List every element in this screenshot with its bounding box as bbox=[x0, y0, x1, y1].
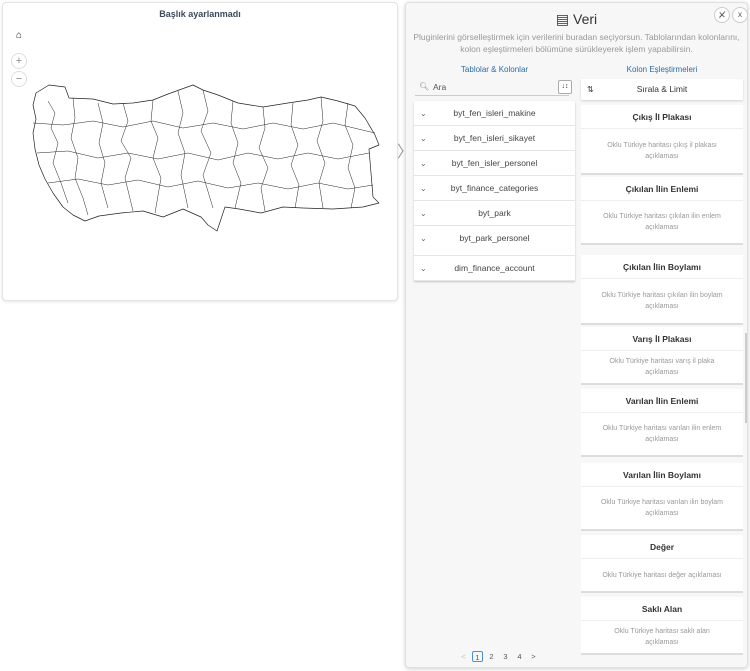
panel-toggle-handle[interactable]: 〉 bbox=[397, 138, 413, 168]
mapping-title: Varış İl Plakası bbox=[581, 327, 743, 351]
mapping-desc: Oklu Türkiye haritası varılan ilin boyla… bbox=[600, 499, 724, 517]
zoom-in-button[interactable]: + bbox=[11, 53, 27, 69]
mapping-card[interactable]: Çıkılan İlin Boylamı Oklu Türkiye haritas… bbox=[581, 255, 743, 325]
close-button[interactable]: x bbox=[732, 7, 748, 23]
chevron-down-icon: ⌄ bbox=[420, 134, 427, 143]
table-item[interactable]: ⌄ byt_park_personel bbox=[414, 226, 575, 256]
chevron-down-icon: ⌄ bbox=[420, 109, 427, 118]
mapping-title: Saklı Alan bbox=[581, 597, 743, 621]
panel-description: Pluginlerini görselleştirmek için verile… bbox=[413, 32, 740, 54]
panel-title: ▤ Veri bbox=[555, 11, 598, 27]
search-input[interactable]: 🔍︎ Ara bbox=[415, 79, 569, 96]
mapping-card[interactable]: Varış İl Plakası Oklu Türkiye haritası va… bbox=[581, 327, 743, 385]
data-panel: ▤ Veri ✕̸ x Pluginlerini görselleştirmek… bbox=[405, 2, 748, 668]
tables-header: Tablolar & Kolonlar bbox=[460, 65, 529, 74]
mapping-card[interactable]: Çıkış İl Plakası Oklu Türkiye haritası çı… bbox=[581, 105, 743, 175]
sort-icon: ⇅ bbox=[587, 85, 594, 94]
turkey-outline bbox=[32, 84, 380, 232]
turkey-map[interactable] bbox=[3, 3, 399, 302]
mapping-desc: Oklu Türkiye haritası çıkılan ilin enlem… bbox=[603, 213, 721, 231]
mapping-desc: Oklu Türkiye haritası varış il plaka açı… bbox=[609, 358, 715, 376]
table-item[interactable]: ⌄ byt_park bbox=[414, 201, 575, 226]
page-button-2[interactable]: 2 bbox=[489, 652, 494, 661]
chevron-down-icon: ⌄ bbox=[420, 234, 427, 243]
table-item[interactable]: ⌄ byt_fen_isleri_makine bbox=[414, 101, 575, 126]
page-button-3[interactable]: 3 bbox=[503, 652, 508, 661]
pin-off-icon[interactable]: ✕̸ bbox=[714, 7, 730, 23]
mapping-card[interactable]: Varılan İlin Enlemi Oklu Türkiye haritası… bbox=[581, 389, 743, 457]
table-item[interactable]: ⌄ byt_fen_isleri_sikayet bbox=[414, 126, 575, 151]
search-icon: 🔍︎ bbox=[419, 82, 430, 91]
mapping-desc: Oklu Türkiye haritası çıkış il plakası a… bbox=[607, 142, 717, 160]
mapping-title: Varılan İlin Enlemi bbox=[581, 389, 743, 413]
prev-page-button[interactable]: < bbox=[461, 652, 466, 661]
mapping-card[interactable]: Varılan İlin Boylamı Oklu Türkiye haritas… bbox=[581, 463, 743, 531]
mapping-desc: Oklu Türkiye haritası varılan ilin enlem… bbox=[602, 425, 722, 443]
zoom-out-button[interactable]: − bbox=[11, 71, 27, 87]
mapping-card[interactable]: Değer Oklu Türkiye haritası değer açıklam… bbox=[581, 535, 743, 593]
page-button-1[interactable]: 1 bbox=[472, 651, 483, 662]
mapping-title: Çıkılan İlin Boylamı bbox=[581, 255, 743, 279]
chevron-down-icon: ⌄ bbox=[420, 159, 427, 168]
map-title: Başlık ayarlanmadı bbox=[159, 9, 241, 19]
page-button-4[interactable]: 4 bbox=[517, 652, 522, 661]
chevron-down-icon: ⌄ bbox=[420, 184, 427, 193]
mapping-card[interactable]: Çıkılan İlin Enlemi Oklu Türkiye haritası… bbox=[581, 177, 743, 245]
scrollbar[interactable] bbox=[745, 333, 747, 423]
table-list: ⌄ byt_fen_isleri_makine ⌄ byt_fen_isleri_s… bbox=[414, 101, 575, 281]
mapping-title: Varılan İlin Boylamı bbox=[581, 463, 743, 487]
mapping-desc: Oklu Türkiye haritası değer açıklaması bbox=[602, 571, 722, 579]
pagination: < 1 2 3 4 > bbox=[458, 651, 539, 662]
mapping-desc: Oklu Türkiye haritası çıkılan ilin boyla… bbox=[601, 292, 723, 310]
mappings-header: Kolon Eşleştirmeleri bbox=[626, 65, 698, 74]
table-item[interactable]: ⌄ dim_finance_account bbox=[414, 256, 575, 281]
next-page-button[interactable]: > bbox=[531, 652, 536, 661]
mapping-title: Çıkılan İlin Enlemi bbox=[581, 177, 743, 201]
table-item[interactable]: ⌄ byt_finance_categories bbox=[414, 176, 575, 201]
chevron-down-icon: ⌄ bbox=[420, 264, 427, 273]
table-icon: ▤ bbox=[555, 11, 573, 27]
mapping-card[interactable]: Saklı Alan Oklu Türkiye haritası saklı al… bbox=[581, 597, 743, 655]
mapping-title: Çıkış İl Plakası bbox=[581, 105, 743, 129]
sort-button[interactable]: ↓↕ bbox=[558, 80, 572, 94]
map-card: Başlık ayarlanmadı ⌂ + − bbox=[2, 2, 398, 301]
chevron-down-icon: ⌄ bbox=[420, 209, 427, 218]
mapping-title: Değer bbox=[581, 535, 743, 559]
table-item[interactable]: ⌄ byt_fen_isler_personel bbox=[414, 151, 575, 176]
home-icon[interactable]: ⌂ bbox=[11, 29, 27, 45]
mapping-desc: Oklu Türkiye haritası saklı alan açıklam… bbox=[614, 628, 710, 646]
sort-limit[interactable]: ⇅ Sırala & Limit bbox=[581, 79, 743, 100]
